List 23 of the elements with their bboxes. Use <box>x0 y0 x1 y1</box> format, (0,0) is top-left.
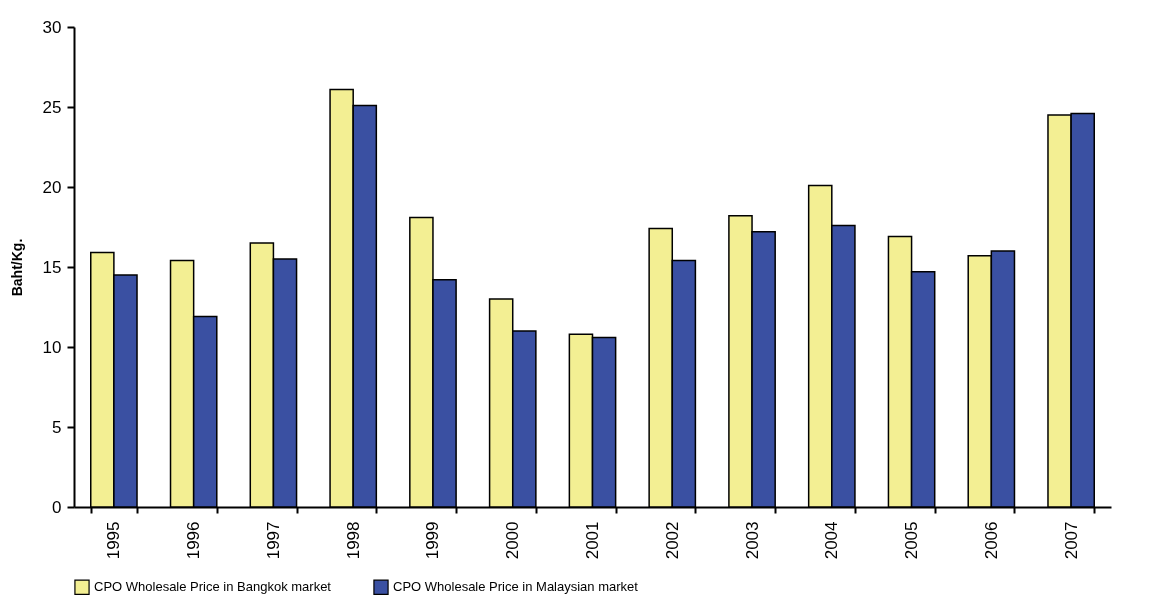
x-tick-label: 2002 <box>662 521 682 560</box>
y-axis-title: Baht/Kg. <box>8 238 25 297</box>
y-tick-label: 15 <box>42 257 62 277</box>
legend-label: CPO Wholesale Price in Bangkok market <box>94 579 332 595</box>
y-tick-label: 30 <box>42 17 62 37</box>
x-tick-label: 1997 <box>263 521 283 560</box>
x-tick-label: 2006 <box>981 521 1001 560</box>
x-tick-label: 2000 <box>503 521 523 560</box>
y-tick-label: 0 <box>52 497 62 517</box>
x-tick-label: 2004 <box>822 521 842 560</box>
legend-label: CPO Wholesale Price in Malaysian market <box>393 579 639 595</box>
x-tick-label: 2003 <box>742 521 762 560</box>
y-tick-label: 25 <box>42 97 62 117</box>
y-tick-label: 20 <box>42 177 62 197</box>
x-tick-label: 2007 <box>1061 521 1081 560</box>
x-tick-label: 1995 <box>104 521 124 560</box>
y-tick-label: 5 <box>52 417 62 437</box>
y-tick-label: 10 <box>42 337 62 357</box>
x-tick-label: 1998 <box>343 521 363 560</box>
x-tick-label: 1996 <box>184 521 204 560</box>
x-tick-label: 1999 <box>423 521 443 560</box>
x-tick-label: 2001 <box>583 521 602 560</box>
x-tick-label: 2005 <box>902 521 922 560</box>
